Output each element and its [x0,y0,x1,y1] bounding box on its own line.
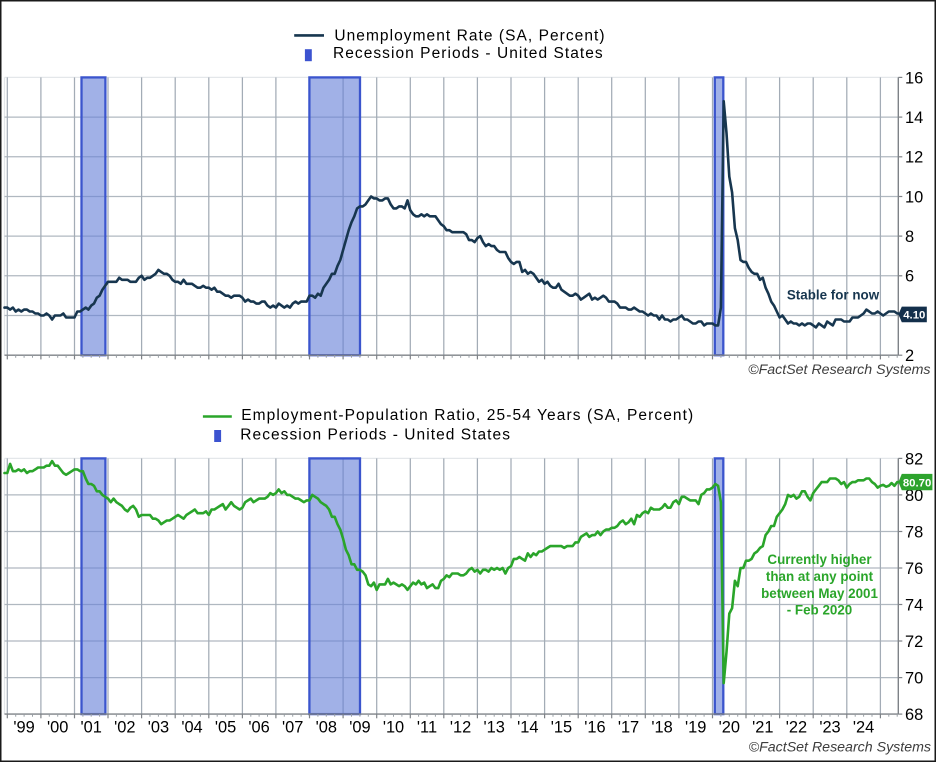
svg-text:'19: '19 [685,718,706,736]
svg-text:16: 16 [905,69,923,87]
svg-text:'04: '04 [181,718,202,736]
svg-text:'20: '20 [719,718,740,736]
svg-text:'05: '05 [215,718,236,736]
svg-text:Recession Periods - United Sta: Recession Periods - United States [333,45,604,62]
svg-text:12: 12 [905,149,923,167]
svg-text:10: 10 [905,188,923,206]
svg-text:'08: '08 [316,718,337,736]
svg-text:70: 70 [905,670,923,688]
svg-text:'23: '23 [819,718,840,736]
svg-text:©FactSet Research Systems: ©FactSet Research Systems [749,739,931,755]
svg-text:80: 80 [905,487,923,505]
svg-text:'07: '07 [282,718,303,736]
svg-text:'15: '15 [551,718,572,736]
svg-text:78: 78 [905,523,923,541]
svg-text:'10: '10 [383,718,404,736]
svg-text:'03: '03 [148,718,169,736]
svg-text:'02: '02 [114,718,135,736]
svg-text:68: 68 [905,706,923,724]
svg-text:'24: '24 [853,718,874,736]
svg-text:14: 14 [905,109,923,127]
svg-text:Currently higher: Currently higher [767,552,872,567]
svg-text:than at any point: than at any point [766,569,874,584]
svg-text:'00: '00 [47,718,68,736]
svg-text:4.10: 4.10 [903,310,925,322]
svg-text:'16: '16 [584,718,605,736]
svg-text:Employment-Population Ratio, 2: Employment-Population Ratio, 25-54 Years… [241,407,694,424]
svg-text:'18: '18 [651,718,672,736]
svg-text:'99: '99 [13,718,34,736]
svg-text:80.70: 80.70 [903,477,932,489]
svg-text:Unemployment Rate (SA, Percent: Unemployment Rate (SA, Percent) [334,27,605,44]
svg-text:'13: '13 [484,718,505,736]
svg-text:'17: '17 [618,718,639,736]
svg-text:Recession Periods - United Sta: Recession Periods - United States [240,427,511,444]
svg-text:'11: '11 [417,718,437,736]
svg-text:Stable for now: Stable for now [787,288,880,303]
svg-text:between May 2001: between May 2001 [761,586,878,601]
svg-text:'22: '22 [786,718,807,736]
svg-text:'09: '09 [349,718,370,736]
svg-text:74: 74 [905,596,923,614]
svg-text:72: 72 [905,633,923,651]
svg-text:76: 76 [905,560,923,578]
svg-text:'01: '01 [81,718,102,736]
svg-text:8: 8 [905,228,914,246]
svg-text:2: 2 [905,347,914,365]
svg-text:'21: '21 [752,718,773,736]
svg-text:- Feb 2020: - Feb 2020 [787,603,853,618]
svg-text:'06: '06 [248,718,269,736]
svg-text:'12: '12 [450,718,471,736]
svg-text:82: 82 [905,450,923,468]
svg-text:'14: '14 [517,718,538,736]
svg-text:©FactSet Research Systems: ©FactSet Research Systems [748,362,930,378]
svg-text:6: 6 [905,268,914,286]
